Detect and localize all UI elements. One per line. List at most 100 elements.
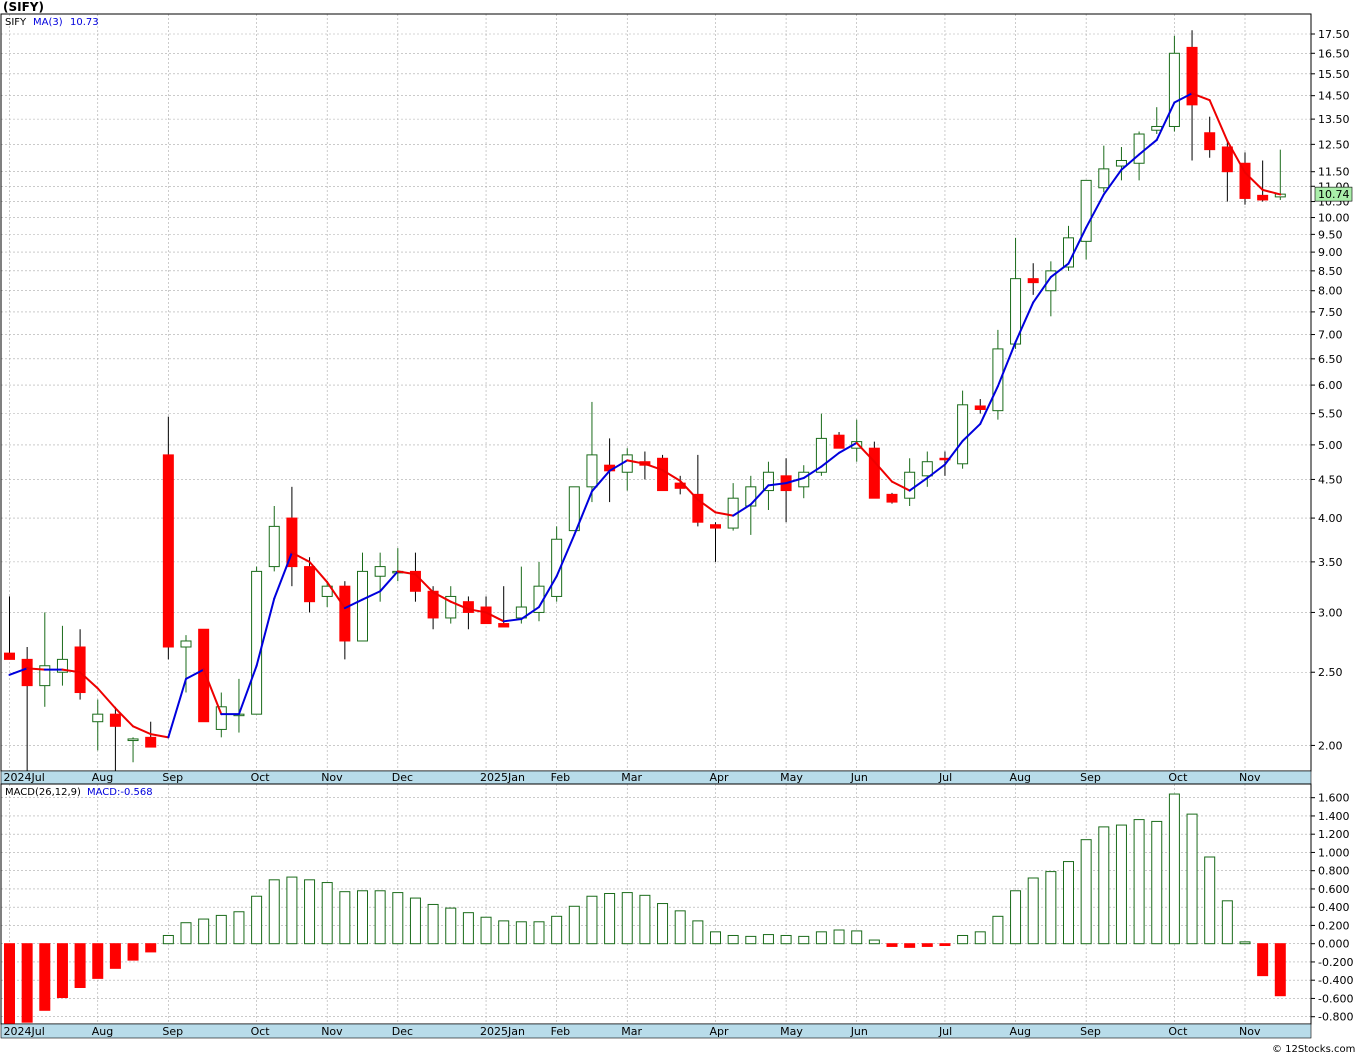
candle-body (127, 738, 139, 742)
macd-bar (851, 930, 863, 945)
ma-segment (396, 570, 417, 576)
price-legend-symbol: SIFY (5, 17, 27, 28)
macd-bar (798, 935, 810, 945)
macd-bar (1221, 900, 1233, 945)
candle (109, 706, 121, 771)
macd-bar (374, 890, 386, 945)
last-price-badge: 10.74 (1314, 186, 1353, 202)
macd-bar (445, 907, 457, 945)
macd-bar (21, 943, 33, 1023)
candle-body (957, 404, 969, 465)
ma-segment (590, 469, 611, 493)
macd-legend-value: MACD:-0.568 (87, 787, 153, 798)
candle (833, 432, 845, 449)
macd-tick-label: 0.600 (1318, 883, 1350, 896)
macd-date-label: Oct (251, 1025, 271, 1038)
macd-bar (762, 934, 774, 945)
ma-segment (1014, 301, 1035, 344)
candle-body (1257, 194, 1269, 201)
macd-bar (692, 920, 704, 945)
macd-bar (215, 914, 227, 945)
ma-segment (661, 469, 682, 482)
macd-bar (1063, 861, 1074, 945)
macd-bar (1098, 826, 1110, 945)
macd-date-label: Nov (1239, 1025, 1261, 1038)
price-date-label: Oct (1168, 771, 1188, 784)
ma-segment (626, 459, 646, 465)
candle-body (1045, 270, 1057, 292)
candle-body (833, 434, 845, 449)
candle (268, 506, 280, 572)
macd-bar (657, 903, 669, 945)
macd-bar (1010, 890, 1022, 945)
candle-body (374, 566, 386, 577)
macd-tick-label: -0.600 (1318, 992, 1353, 1005)
macd-bar (92, 943, 104, 979)
ma-segment (838, 441, 858, 454)
ma-segment (1173, 92, 1194, 104)
candle (1221, 141, 1233, 202)
macd-tick-label: -0.200 (1318, 956, 1353, 969)
ma-segment (255, 597, 276, 667)
price-date-label: Aug (1010, 771, 1031, 784)
candle (198, 628, 210, 723)
macd-bar (180, 922, 192, 945)
macd-legend-label: MACD(26,12,9) (5, 787, 81, 798)
candle-body (339, 585, 351, 642)
macd-bar (480, 916, 492, 945)
price-tick-label: 3.50 (1318, 556, 1343, 569)
ma-segment (1155, 101, 1176, 141)
macd-bar (957, 934, 969, 945)
macd-tick-label: 1.400 (1318, 810, 1350, 823)
candle-body (992, 348, 1004, 412)
macd-bar (462, 912, 474, 945)
macd-bar (551, 915, 563, 945)
candle-body (304, 566, 316, 603)
candle-body (1239, 162, 1251, 199)
ma-segment (167, 677, 187, 739)
price-tick-label: 14.50 (1318, 90, 1350, 103)
macd-bar (868, 939, 880, 945)
macd-bar (604, 893, 616, 945)
candle (886, 492, 898, 504)
candle (568, 486, 580, 532)
price-tick-label: 4.00 (1318, 512, 1343, 525)
macd-bar (339, 891, 351, 945)
macd-tick-label: 1.000 (1318, 846, 1350, 859)
price-tick-label: 2.50 (1318, 666, 1343, 679)
ma-segment (908, 476, 929, 492)
macd-bar (1239, 941, 1251, 945)
macd-bar (921, 943, 933, 947)
ma-segment (643, 462, 664, 472)
macd-bar (127, 943, 139, 961)
ma-segment (61, 668, 82, 674)
ma-segment (432, 591, 452, 603)
candle (551, 526, 563, 602)
macd-tick-label: 1.200 (1318, 828, 1350, 841)
ma-segment (502, 618, 523, 623)
candle-body (974, 405, 986, 410)
ma-segment (1191, 92, 1211, 102)
macd-tick-label: 1.600 (1318, 792, 1350, 805)
ma-segment (714, 511, 735, 517)
ma-segment (1261, 188, 1282, 196)
ma-segment (820, 451, 841, 468)
price-date-label: Aug (92, 771, 113, 784)
ma-segment (1208, 99, 1229, 142)
candle (1239, 152, 1251, 205)
price-date-label: Apr (710, 771, 730, 784)
price-tick-label: 4.50 (1318, 473, 1343, 486)
macd-bar (780, 934, 792, 945)
ma-segment (1226, 139, 1246, 174)
macd-bar (4, 943, 15, 1026)
macd-bar (515, 921, 527, 945)
candle (180, 635, 192, 693)
macd-date-label: 2024Jul (4, 1025, 45, 1038)
candle-body (21, 658, 33, 687)
last-price-badge-box (1314, 186, 1353, 202)
macd-bar (109, 943, 121, 969)
candle (868, 441, 880, 499)
candle-body (92, 713, 104, 723)
candle (1204, 116, 1216, 158)
